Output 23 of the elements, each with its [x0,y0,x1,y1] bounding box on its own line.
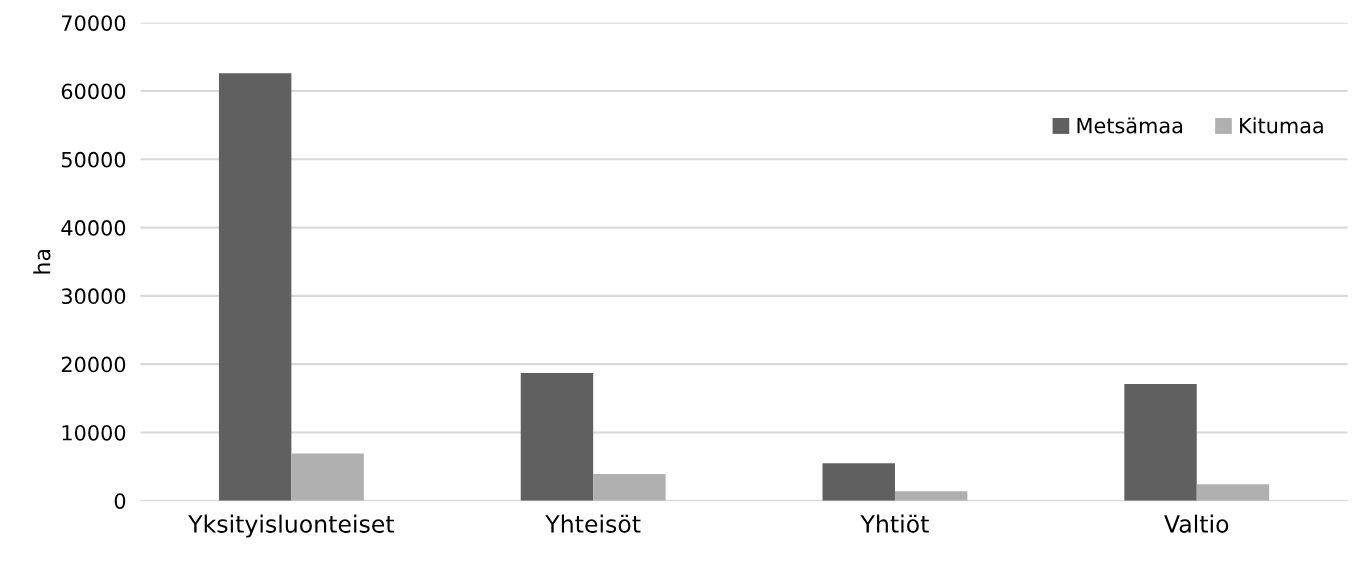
y-tick-label: 70000 [62,15,126,31]
y-tick-label: 40000 [61,220,126,236]
y-axis-title: ha [33,249,51,274]
y-tick-label: 30000 [61,288,126,305]
x-tick-label: Yhteisöt [545,514,641,533]
bar [520,373,594,501]
x-tick-label: Valtio [1164,514,1229,533]
x-tick-label: Yksityisluonteiset [188,514,395,538]
y-tick-label: 50000 [61,151,126,168]
legend-label: Metsämaa [1077,117,1183,134]
bar [894,491,968,501]
y-tick-label: 0 [114,493,126,509]
bar [593,474,666,501]
legend-label: Kitumaa [1240,117,1323,134]
bar [1124,383,1197,501]
bar [1196,484,1270,501]
y-tick-label: 60000 [61,83,126,100]
y-tick-label: 20000 [61,356,126,373]
bar [822,463,895,501]
bar [291,453,364,501]
bar [218,73,292,501]
x-tick-label: Yhtiöt [860,514,929,533]
y-tick-label: 10000 [62,424,126,441]
